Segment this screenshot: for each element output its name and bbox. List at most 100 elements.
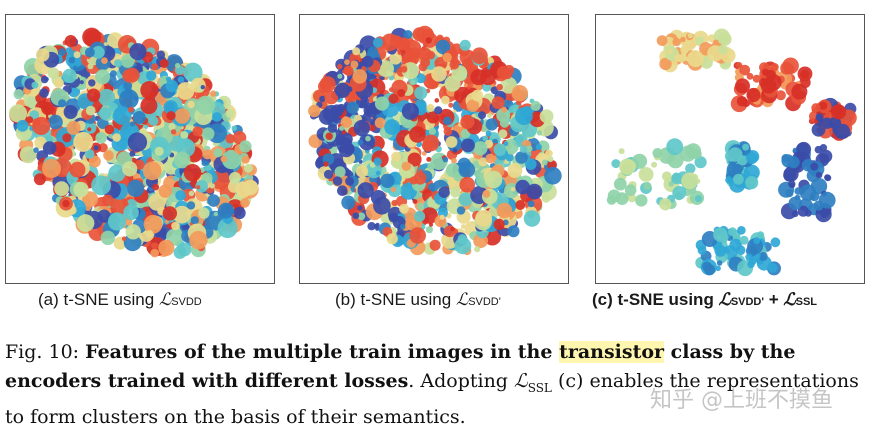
point [400,66,408,73]
point [783,166,799,182]
scatter-a [8,27,259,259]
point [73,181,89,198]
point [173,205,191,224]
point [217,218,238,238]
point [120,217,125,223]
point [105,151,112,157]
caption-highlight: transistor [559,341,665,363]
point [88,155,101,168]
point [58,99,67,108]
point [319,95,326,103]
point [527,200,535,208]
point [831,104,847,120]
point [667,48,673,55]
point [487,113,492,118]
point [168,123,176,131]
point [727,147,743,162]
point [820,210,829,219]
point [171,221,180,231]
point [42,141,57,155]
point [441,231,459,249]
point [187,100,195,109]
point [177,76,185,83]
point [539,109,554,124]
point [158,239,175,256]
point [835,123,850,139]
point [461,224,466,229]
point [345,176,355,186]
point [373,197,391,215]
point [88,79,96,87]
point [440,95,450,105]
subcaption-c: (c) t-SNE using ℒSVDD' + ℒSSL [592,290,818,310]
scatter-c [606,28,857,277]
point [450,187,461,198]
point [32,118,41,127]
point [357,182,374,199]
point [76,214,95,232]
point [365,135,371,142]
point [104,124,115,135]
point [680,36,686,43]
point [79,80,84,85]
point [146,70,157,81]
point [460,114,475,129]
point [399,203,409,214]
point [470,69,487,86]
point [151,242,159,250]
point [745,176,759,190]
point [343,143,355,155]
point [756,231,765,239]
point [200,85,205,90]
point [142,161,162,181]
point [811,103,821,113]
point [746,152,758,165]
point [661,171,672,182]
point [796,141,812,157]
point [222,150,242,170]
point [428,127,436,135]
point [140,81,159,100]
point [819,144,828,152]
point [332,176,343,186]
point [159,59,169,68]
point [694,195,703,203]
point [358,134,376,151]
point [507,225,520,238]
point [515,107,533,125]
point [101,194,114,207]
point [410,79,416,85]
point [752,74,761,83]
point [409,227,426,244]
point [498,129,508,139]
point [126,179,145,197]
point [659,57,672,71]
point [545,149,553,158]
point [73,51,81,59]
point [352,212,360,220]
point [815,113,824,121]
point [635,194,648,207]
point [396,37,410,51]
point [340,116,352,128]
point [173,151,191,169]
point [414,210,426,222]
point [164,219,170,224]
point [204,163,212,171]
caption-bold-2: class by the encoders trained with diffe… [5,341,796,392]
point [438,186,450,198]
point [421,151,427,156]
point [659,198,672,211]
point [151,63,159,71]
point [73,65,78,70]
point [84,47,95,58]
point [606,195,617,205]
point [39,88,49,98]
point [484,170,503,189]
point [771,63,779,71]
point [611,159,621,169]
point [694,156,707,169]
point [327,123,338,133]
point [207,194,220,207]
point [334,166,346,178]
